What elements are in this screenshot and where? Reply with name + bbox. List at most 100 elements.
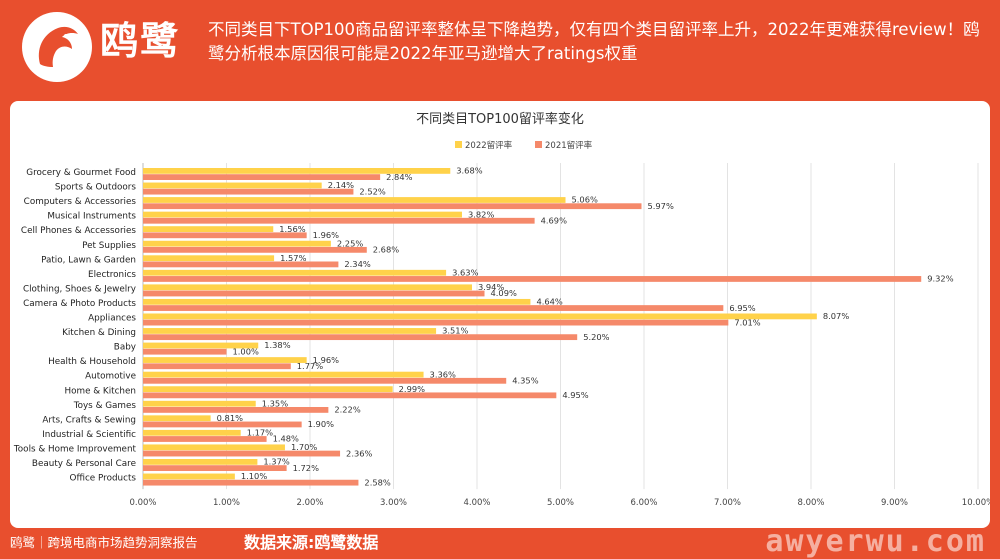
bar-2021 bbox=[143, 246, 367, 253]
data-label: 2.25% bbox=[337, 238, 363, 248]
data-label: 1.96% bbox=[313, 230, 339, 240]
bar-2022 bbox=[143, 328, 437, 334]
x-tick-label: 1.00% bbox=[213, 498, 240, 508]
category-label: Beauty & Personal Care bbox=[32, 459, 136, 469]
data-label: 5.06% bbox=[572, 195, 598, 205]
data-label: 1.90% bbox=[308, 419, 334, 429]
data-label: 1.38% bbox=[264, 340, 290, 350]
bar-2022 bbox=[143, 240, 331, 247]
category-label: Industrial & Scientific bbox=[42, 430, 136, 440]
category-label: Arts, Crafts & Sewing bbox=[42, 415, 136, 425]
category-label: Sports & Outdoors bbox=[55, 183, 137, 193]
bar-2021 bbox=[143, 450, 341, 457]
bar-2021 bbox=[143, 363, 291, 370]
bar-2021 bbox=[143, 436, 267, 442]
x-tick-label: 2.00% bbox=[296, 498, 323, 508]
data-label: 4.95% bbox=[562, 390, 588, 400]
bar-2022 bbox=[143, 168, 451, 174]
data-label: 1.96% bbox=[313, 355, 339, 365]
data-label: 8.07% bbox=[823, 311, 849, 321]
bar-2021 bbox=[143, 377, 507, 384]
bar-2022 bbox=[143, 459, 258, 465]
x-tick-label: 7.00% bbox=[714, 498, 741, 508]
data-label: 1.56% bbox=[279, 224, 305, 234]
bar-2021 bbox=[143, 465, 287, 471]
category-label: Clothing, Shoes & Jewelry bbox=[23, 284, 136, 294]
data-label: 2.84% bbox=[386, 172, 412, 182]
bar-2022 bbox=[143, 400, 256, 407]
footer: 鸥鹭｜跨境电商市场趋势洞察报告 数据来源:鸥鹭数据 awyerwu.com bbox=[0, 524, 1000, 559]
bar-2022 bbox=[143, 473, 235, 480]
brand-name: 鸥鹭 bbox=[100, 19, 181, 63]
category-label: Pet Supplies bbox=[82, 241, 136, 251]
data-label: 4.64% bbox=[536, 297, 562, 307]
bar-2022 bbox=[143, 255, 275, 262]
bar-2022 bbox=[143, 371, 424, 378]
category-label: Cell Phones & Accessories bbox=[21, 226, 136, 236]
data-label: 2.36% bbox=[346, 448, 372, 458]
category-label: Camera & Photo Products bbox=[23, 299, 136, 309]
bar-2021 bbox=[143, 319, 729, 326]
data-label: 1.35% bbox=[262, 398, 288, 408]
category-label: Musical Instruments bbox=[47, 212, 136, 222]
data-label: 3.94% bbox=[478, 282, 504, 292]
data-label: 1.57% bbox=[280, 253, 306, 263]
data-label: 1.77% bbox=[297, 361, 323, 371]
bar-2021 bbox=[143, 305, 724, 311]
data-label: 2.22% bbox=[334, 405, 360, 415]
bar-2022 bbox=[143, 226, 274, 232]
category-label: Appliances bbox=[88, 314, 136, 324]
bar-2021 bbox=[143, 276, 922, 282]
data-label: 3.82% bbox=[468, 209, 494, 219]
category-label: Kitchen & Dining bbox=[62, 328, 136, 338]
x-tick-label: 0.00% bbox=[129, 498, 156, 508]
category-label: Office Products bbox=[70, 474, 137, 484]
data-label: 2.34% bbox=[344, 259, 370, 269]
header: 鸥鹭 不同类目下TOP100商品留评率整体呈下降趋势，仅有四个类目留评率上升，2… bbox=[0, 0, 1000, 96]
legend-label-1: 2021留评率 bbox=[545, 140, 593, 151]
bar-2021 bbox=[143, 407, 329, 413]
bar-2022 bbox=[143, 182, 322, 189]
data-label: 3.68% bbox=[456, 166, 482, 176]
category-label: Automotive bbox=[85, 372, 136, 382]
data-label: 7.01% bbox=[734, 317, 760, 327]
data-label: 1.70% bbox=[291, 442, 317, 452]
bar-2022 bbox=[143, 415, 211, 422]
chart-title: 不同类目TOP100留评率变化 bbox=[416, 111, 584, 127]
bar-2021 bbox=[143, 392, 557, 399]
bar-chart: 不同类目TOP100留评率变化 2022留评率 2021留评率 0.00% 1.00% 2… bbox=[13, 111, 994, 508]
bar-2022 bbox=[143, 313, 817, 320]
bar-2022 bbox=[143, 298, 531, 305]
category-label: Toys & Games bbox=[73, 401, 137, 411]
category-label: Electronics bbox=[88, 270, 136, 280]
data-label: 2.14% bbox=[328, 180, 354, 190]
data-label: 2.68% bbox=[373, 245, 399, 255]
data-label: 4.69% bbox=[541, 215, 567, 225]
bar-2021 bbox=[143, 421, 302, 428]
x-tick-label: 6.00% bbox=[630, 498, 657, 508]
bar-2021 bbox=[143, 334, 578, 341]
bar-2021 bbox=[143, 479, 359, 486]
category-label: Home & Kitchen bbox=[65, 386, 137, 396]
headline: 不同类目下TOP100商品留评率整体呈下降趋势，仅有四个类目留评率上升，2022… bbox=[208, 20, 980, 63]
watermark: awyerwu.com bbox=[765, 524, 986, 559]
data-label: 1.17% bbox=[247, 428, 273, 438]
data-label: 3.36% bbox=[430, 369, 456, 379]
data-label: 3.51% bbox=[442, 326, 468, 336]
data-label: 5.20% bbox=[583, 332, 609, 342]
category-label: Health & Household bbox=[48, 357, 136, 367]
x-tick-label: 9.00% bbox=[881, 498, 908, 508]
bar-2022 bbox=[143, 429, 241, 436]
bar-2021 bbox=[143, 348, 227, 355]
x-tick-label: 3.00% bbox=[380, 498, 407, 508]
data-label: 0.81% bbox=[217, 413, 243, 423]
bar-2022 bbox=[143, 386, 393, 393]
bar-2022 bbox=[143, 284, 472, 291]
data-label: 6.95% bbox=[729, 303, 755, 313]
data-label: 1.37% bbox=[263, 457, 289, 467]
legend-label-0: 2022留评率 bbox=[465, 140, 513, 151]
bar-2021 bbox=[143, 203, 642, 210]
bar-2022 bbox=[143, 197, 566, 203]
data-label: 4.35% bbox=[512, 376, 538, 386]
bar-2022 bbox=[143, 269, 447, 276]
